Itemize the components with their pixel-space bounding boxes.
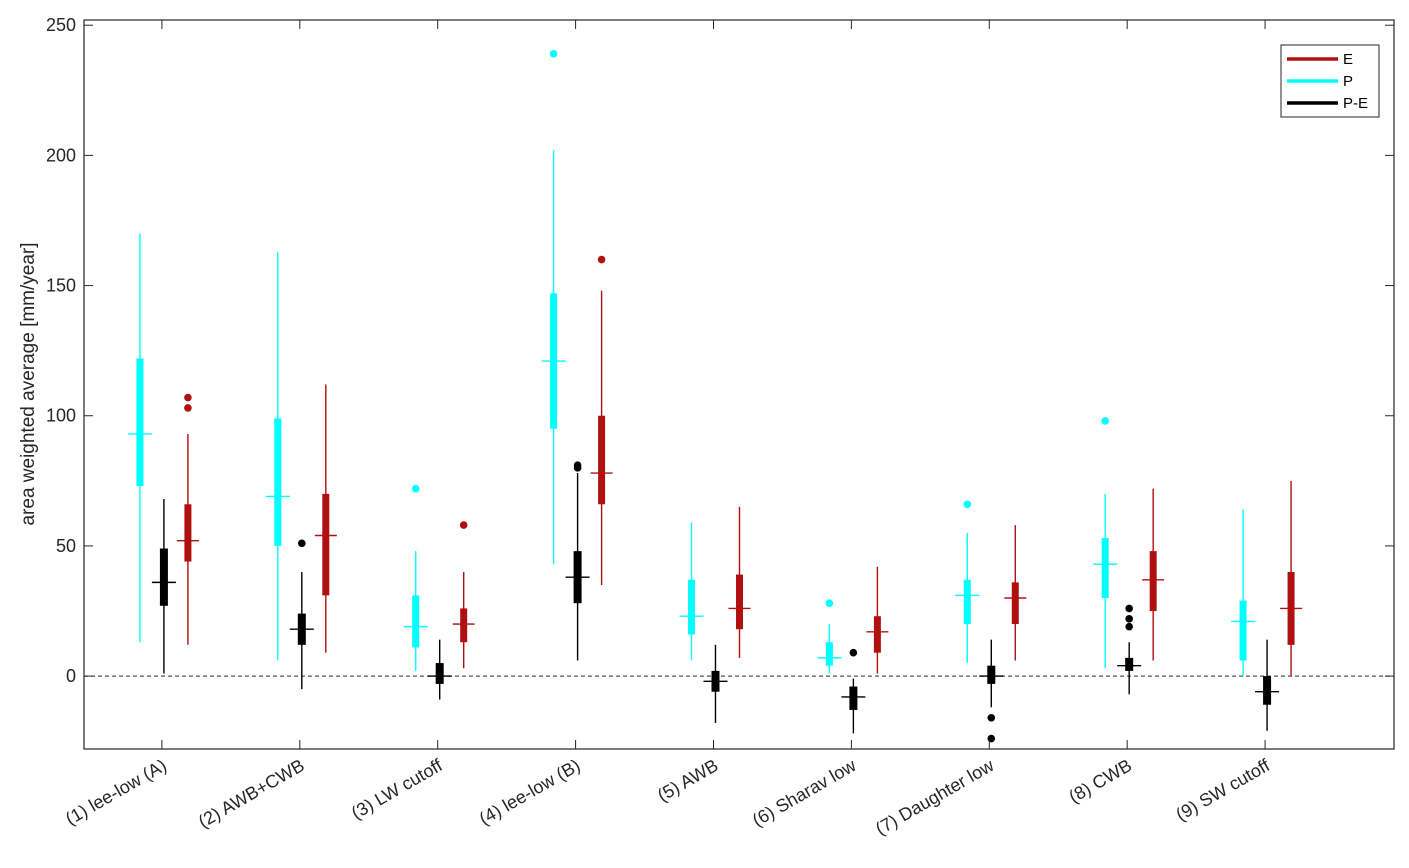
box-pe-4	[565, 461, 590, 661]
x-tick-label: (4) lee-low (B)	[476, 755, 584, 829]
outlier-point	[549, 50, 558, 58]
legend-label: P-E	[1343, 95, 1368, 112]
box-e-9	[1280, 480, 1303, 677]
outlier-point	[1125, 615, 1133, 623]
box-e-2	[314, 384, 337, 653]
legend: EP P-E	[1280, 44, 1380, 118]
outlier-point	[1125, 622, 1133, 631]
iqr-box	[184, 504, 192, 562]
iqr-box	[322, 493, 330, 596]
plot-frame	[83, 19, 1395, 750]
x-tick-label: (8) CWB	[1065, 755, 1135, 807]
box-e-8	[1142, 488, 1165, 661]
box-p-8	[1093, 417, 1118, 669]
box-p-5	[679, 522, 704, 661]
iqr-box	[1263, 676, 1272, 705]
x-tick-label: (3) LW cutoff	[348, 755, 447, 824]
box-e-1	[176, 393, 199, 645]
outlier-point	[963, 500, 972, 509]
outlier-point	[573, 461, 582, 470]
box-p-7	[955, 500, 980, 664]
x-tick-label: (5) AWB	[654, 755, 721, 805]
box-pe-9	[1255, 639, 1280, 731]
iqr-box	[987, 665, 996, 684]
iqr-box	[460, 608, 468, 643]
box-pe-5	[703, 644, 728, 723]
outlier-point	[184, 404, 192, 412]
outlier-point	[184, 393, 192, 402]
outlier-point	[1125, 604, 1133, 613]
outlier-point	[849, 648, 858, 657]
box-pe-7	[979, 639, 1004, 743]
iqr-box	[136, 358, 144, 487]
iqr-box	[687, 579, 695, 635]
iqr-box	[1239, 600, 1247, 661]
box-pe-2	[289, 539, 314, 690]
y-tick-label: 200	[46, 145, 76, 165]
box-pe-3	[427, 639, 452, 700]
box-p-2	[265, 251, 290, 661]
box-e-4	[590, 255, 613, 585]
y-axis-label: area weighted average [mm/year]	[18, 242, 39, 525]
iqr-box	[1101, 538, 1109, 598]
outlier-point	[459, 521, 468, 529]
legend-label: P	[1343, 73, 1353, 90]
y-tick-label: 100	[46, 406, 76, 426]
iqr-box	[735, 574, 743, 630]
x-tick-label: (9) SW cutoff	[1172, 755, 1274, 825]
box-p-6	[817, 599, 842, 674]
iqr-box	[849, 686, 858, 710]
box-p-3	[403, 484, 428, 671]
box-group	[127, 50, 1303, 743]
x-tick-label: (6) Sharav low	[749, 755, 860, 831]
outlier-point	[411, 484, 420, 493]
x-tick-label: (2) AWB+CWB	[195, 755, 308, 832]
box-e-7	[1004, 525, 1027, 661]
iqr-box	[412, 595, 420, 648]
outlier-point	[987, 734, 996, 743]
box-pe-8	[1117, 604, 1142, 695]
box-p-1	[127, 233, 152, 643]
iqr-box	[598, 415, 606, 505]
y-tick-label: 0	[66, 666, 76, 686]
outlier-point	[825, 599, 834, 607]
box-pe-6	[841, 648, 866, 734]
outlier-point	[1101, 417, 1109, 425]
outlier-point	[597, 255, 606, 264]
iqr-box	[1011, 582, 1019, 625]
iqr-box	[825, 642, 833, 666]
box-p-9	[1231, 509, 1256, 677]
y-axis: 0 50 100 150 200 250	[46, 15, 1394, 686]
outlier-point	[298, 539, 306, 548]
box-e-5	[728, 506, 751, 658]
outlier-point	[987, 713, 996, 722]
y-tick-label: 150	[46, 276, 76, 296]
box-p-4	[541, 50, 566, 565]
iqr-box	[435, 663, 444, 684]
iqr-box	[1149, 551, 1157, 612]
y-tick-label: 250	[46, 15, 76, 35]
box-pe-1	[151, 499, 176, 674]
y-tick-label: 50	[56, 536, 76, 556]
legend-label: E	[1343, 51, 1353, 68]
iqr-box	[963, 579, 971, 625]
iqr-box	[1125, 657, 1134, 671]
iqr-box	[873, 616, 881, 653]
box-e-3	[452, 521, 475, 669]
x-tick-label: (7) Daughter low	[872, 755, 998, 839]
box-e-6	[866, 566, 889, 674]
iqr-box	[159, 548, 168, 606]
x-tick-label: (1) lee-low (A)	[62, 755, 170, 829]
iqr-box	[274, 418, 282, 546]
